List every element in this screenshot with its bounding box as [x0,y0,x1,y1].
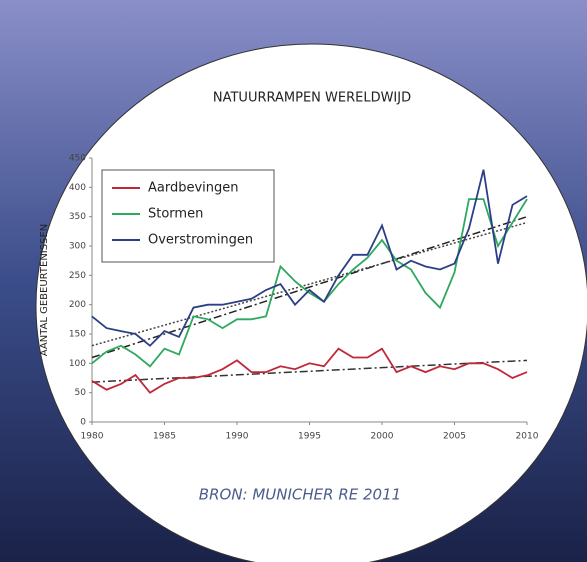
legend-label: Stormen [148,207,203,222]
y-tick-label: 250 [69,271,86,281]
x-tick-label: 2000 [371,432,394,442]
chart-title: NATUURRAMPEN WERELDWIJD [213,91,411,106]
frame-circle [36,44,587,562]
y-tick-label: 450 [69,154,86,164]
chart: NATUURRAMPEN WERELDWIJD AANTAL GEBEURTEN… [0,0,587,562]
y-tick-label: 0 [80,418,86,428]
legend-label: Aardbevingen [148,181,239,196]
x-tick-label: 1995 [298,432,321,442]
y-tick-label: 350 [69,212,86,222]
x-tick-label: 1980 [81,432,104,442]
y-tick-label: 100 [69,359,86,369]
legend-label: Overstromingen [148,233,253,248]
y-tick-label: 50 [75,388,87,398]
x-tick-label: 1990 [226,432,249,442]
y-tick-label: 400 [69,183,86,193]
x-tick-label: 1985 [153,432,176,442]
source: BRON: MUNICHER RE 2011 [199,486,401,504]
y-tick-label: 200 [69,300,86,310]
y-axis-label: AANTAL GEBEURTENISSEN [39,224,50,357]
y-tick-label: 150 [69,330,86,340]
y-tick-label: 300 [69,242,86,252]
x-tick-label: 2010 [516,432,539,442]
x-tick-label: 2005 [443,432,466,442]
page: {"chart_data": {"type": "line", "title":… [0,0,587,562]
